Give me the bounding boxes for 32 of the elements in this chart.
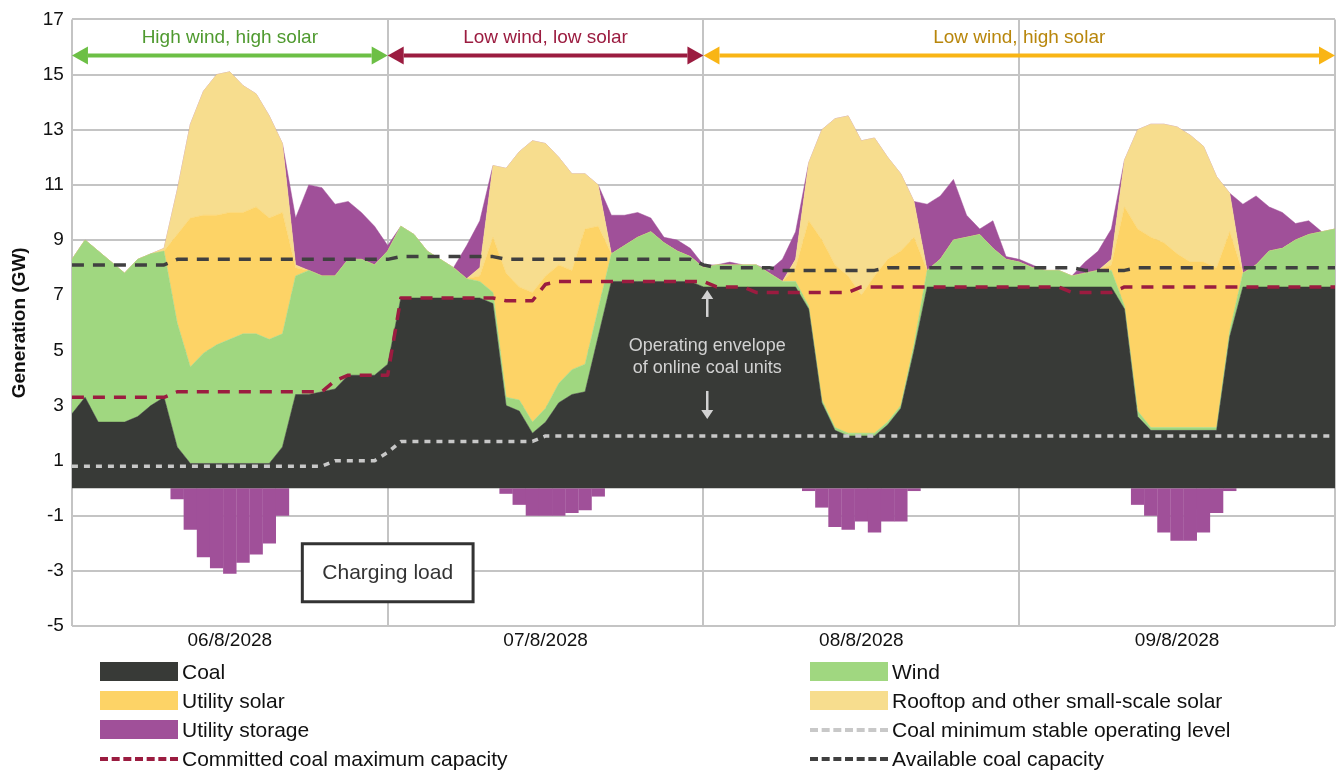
legend-label: Coal minimum stable operating level xyxy=(892,717,1231,742)
legend-label: Rooftop and other small-scale solar xyxy=(892,688,1223,713)
annotation: Low wind, low solar xyxy=(463,26,629,48)
legend-label: Utility solar xyxy=(182,688,285,713)
x-tick-label: 09/8/2028 xyxy=(1134,628,1220,650)
legend-label: Wind xyxy=(892,659,940,684)
y-tick-label: -3 xyxy=(47,559,64,581)
line-series xyxy=(71,279,1335,400)
y-tick-label: 5 xyxy=(53,338,64,360)
y-axis-title: Generation (GW) xyxy=(7,247,29,399)
legend-label: Utility storage xyxy=(182,717,310,742)
legend-label: Available coal capacity xyxy=(892,746,1105,771)
x-tick-label: 08/8/2028 xyxy=(819,628,904,650)
annotation: Charging load xyxy=(322,559,454,583)
line-series xyxy=(71,254,1335,273)
x-tick-label: 07/8/2028 xyxy=(503,628,588,650)
legend-label: Coal xyxy=(182,659,226,684)
y-tick-label: 11 xyxy=(44,173,64,195)
y-tick-label: -5 xyxy=(47,614,64,636)
legend-label: Committed coal maximum capacity xyxy=(182,746,508,771)
annotation: Operating envelope of online coal units xyxy=(628,334,786,377)
y-tick-label: 1 xyxy=(53,448,64,470)
y-tick-label: 17 xyxy=(42,7,64,29)
y-tick-label: 7 xyxy=(53,283,64,305)
annotation: High wind, high solar xyxy=(141,26,319,48)
y-tick-label: -1 xyxy=(47,504,64,526)
x-tick-label: 06/8/2028 xyxy=(187,628,273,650)
y-tick-label: 9 xyxy=(53,228,64,250)
y-tick-label: 3 xyxy=(53,393,64,415)
y-tick-label: 13 xyxy=(42,117,64,139)
annotation: Low wind, high solar xyxy=(933,26,1106,48)
y-tick-label: 15 xyxy=(42,62,64,84)
